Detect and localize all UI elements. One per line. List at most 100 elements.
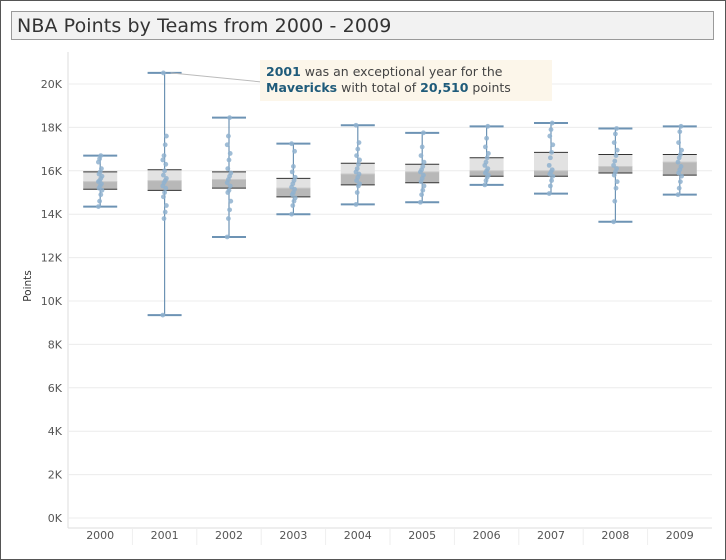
data-point [612,158,618,164]
data-point [357,157,362,163]
data-point [164,175,169,181]
data-point [99,166,104,172]
data-point [226,133,231,139]
data-point [421,183,427,189]
data-point [613,131,618,137]
x-tick-label: 2001 [151,529,179,542]
x-tick-label: 2002 [215,529,243,542]
box-2007 [534,120,568,196]
data-point [679,173,684,179]
annotation-text-1: was an exceptional year for the [300,64,503,79]
data-point [357,181,362,187]
data-point [483,144,488,150]
data-point [420,187,426,193]
box-2006 [469,123,504,188]
data-point [678,179,683,185]
x-tick-label: 2004 [344,529,372,542]
y-tick-label: 2K [48,469,63,482]
annotation-leader-line [170,72,263,83]
data-point [356,140,362,145]
data-point [354,166,360,172]
data-point [675,192,681,198]
data-point [484,135,489,141]
data-point [549,178,554,183]
data-point [549,167,555,173]
data-point [486,151,491,156]
data-point [98,153,104,159]
data-point [292,195,298,201]
box-2000 [83,153,118,210]
y-tick-label: 0K [48,512,63,525]
data-point [614,147,620,153]
data-point [547,133,553,139]
data-point [485,166,491,172]
y-tick-label: 10K [41,295,63,308]
data-point [483,159,489,165]
data-point [160,157,166,163]
data-point [162,142,168,148]
data-point [353,202,359,207]
data-point [549,149,554,155]
data-point [98,192,104,198]
data-point [227,151,233,156]
box-2001 [147,70,182,318]
data-point [356,161,361,167]
title-box: NBA Points by Teams from 2000 - 2009 [11,11,714,40]
y-tick-label: 12K [41,252,63,265]
annotation-team: Mavericks [266,80,338,95]
annotation-points: 20,510 [420,80,469,95]
data-point [290,203,296,208]
y-tick-label: 6K [48,382,63,395]
data-point [164,133,169,139]
y-axis-title: Points [22,270,34,302]
data-point [613,185,619,191]
y-tick-label: 4K [48,425,63,438]
box-2004 [340,122,375,207]
data-point [676,185,682,191]
data-point [224,142,230,148]
data-point [482,182,488,188]
data-point [418,153,424,159]
data-point [225,166,231,172]
data-point [354,153,359,159]
data-point [226,157,232,163]
data-point [160,312,166,318]
box-upper [534,152,568,171]
data-point [419,144,425,150]
data-point [546,191,552,196]
data-point [678,164,684,169]
data-point [548,127,554,132]
data-point [675,159,681,165]
data-point [292,174,298,180]
data-point [97,198,102,204]
x-tick-label: 2006 [473,529,501,542]
data-point [164,203,169,208]
y-tick-label: 8K [48,338,63,351]
data-point [611,140,617,145]
data-point [289,141,294,147]
data-point [546,162,552,168]
data-point [161,70,166,76]
data-point [549,120,555,126]
y-tick-label: 20K [41,78,63,91]
data-point [611,162,616,168]
y-tick-label: 18K [41,121,63,134]
data-point [162,209,168,215]
data-point [227,183,233,189]
box-2005 [405,130,440,205]
data-point [163,161,169,167]
data-point [611,219,616,225]
data-point [613,153,619,159]
data-point [614,126,619,131]
box-2009 [662,123,697,198]
x-tick-label: 2003 [279,529,307,542]
data-point [418,199,423,205]
data-point [162,190,168,195]
data-point [614,179,620,185]
x-tick-label: 2005 [408,529,436,542]
data-point [676,140,681,145]
y-tick-label: 14K [41,208,63,221]
data-point [227,115,233,121]
data-point [162,168,168,174]
data-point [96,204,101,210]
